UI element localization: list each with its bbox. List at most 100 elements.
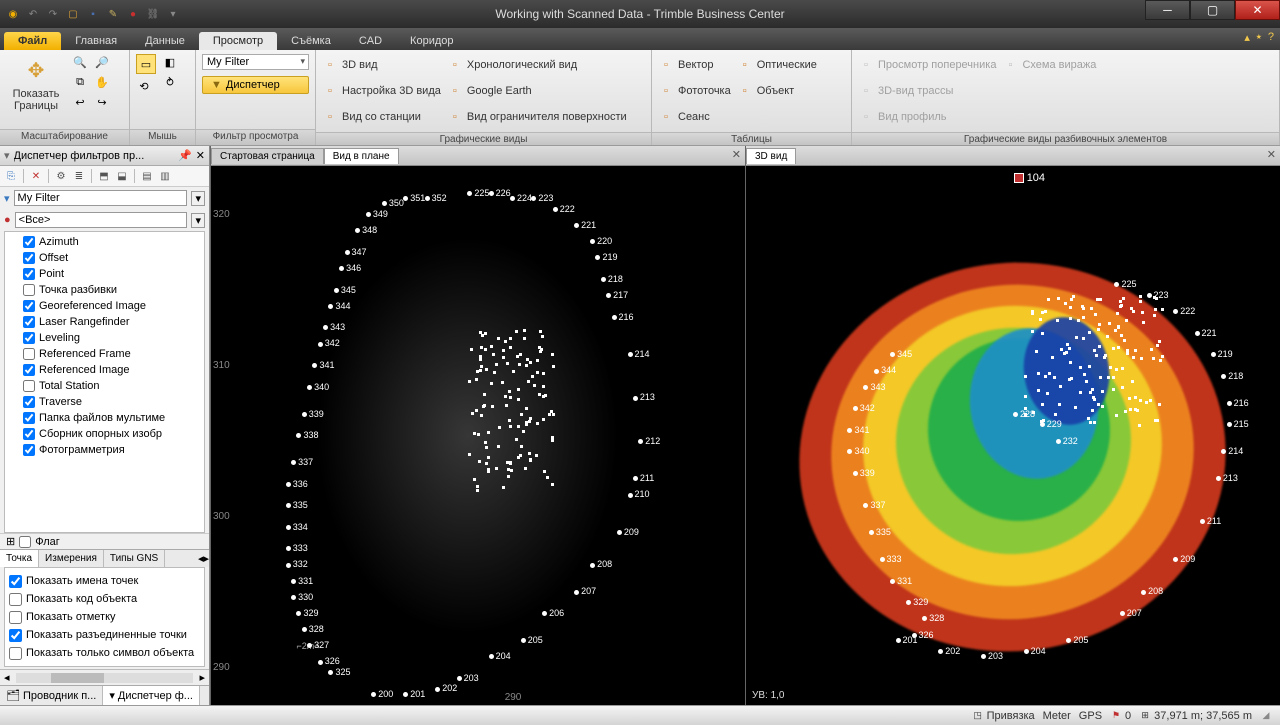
qa-app-icon[interactable]: ◉ — [4, 5, 22, 23]
ribbon-item[interactable]: ▫Настройка 3D вида — [322, 80, 441, 102]
survey-point[interactable]: 336 — [286, 479, 308, 489]
coord-icon[interactable]: ⊞ — [1139, 710, 1151, 722]
ribbon-item[interactable]: ▫Объект — [737, 80, 817, 102]
ribbon-item[interactable] — [737, 106, 817, 128]
plan-view-tab[interactable]: Вид в плане — [324, 148, 399, 164]
close-view-icon[interactable]: ✕ — [732, 148, 741, 161]
flag-checkbox[interactable] — [19, 536, 31, 548]
survey-point[interactable]: 224 — [510, 193, 532, 203]
tool1-icon[interactable]: ⚙ — [53, 168, 69, 184]
survey-point[interactable]: 214 — [1221, 446, 1243, 456]
survey-point[interactable]: 203 — [981, 651, 1003, 661]
survey-point[interactable]: 223 — [1147, 290, 1169, 300]
survey-point[interactable]: 331 — [890, 576, 912, 586]
filter-name-input[interactable] — [14, 190, 188, 206]
survey-point[interactable]: 222 — [553, 204, 575, 214]
select-icon[interactable]: ▭ — [136, 54, 156, 74]
tab-right-icon[interactable]: ▸ — [203, 552, 209, 565]
survey-point[interactable]: 349 — [366, 209, 388, 219]
flag-icon[interactable]: ⚑ — [1110, 710, 1122, 722]
survey-point[interactable]: 210 — [628, 489, 650, 499]
survey-point[interactable]: 352 — [425, 193, 447, 203]
tool5-icon[interactable]: ▤ — [139, 168, 155, 184]
survey-point[interactable]: 341 — [847, 425, 869, 435]
survey-point[interactable]: 341 — [312, 360, 334, 370]
survey-point[interactable]: 339 — [302, 409, 324, 419]
survey-point[interactable]: 211 — [1200, 516, 1221, 526]
survey-point[interactable]: 215 — [1227, 419, 1249, 429]
survey-point[interactable]: 217 — [606, 290, 628, 300]
survey-point[interactable]: 221 — [1195, 328, 1217, 338]
qa-undo-icon[interactable]: ↶ — [24, 5, 42, 23]
tool2-icon[interactable]: ≣ — [71, 168, 87, 184]
survey-point[interactable]: 207 — [1120, 608, 1142, 618]
survey-point[interactable]: 219 — [595, 252, 617, 262]
3d-view-canvas[interactable]: 104УВ: 1,0225223222221219218216215214213… — [746, 166, 1280, 705]
tree-item[interactable]: Точка разбивки — [5, 282, 204, 298]
survey-point[interactable]: 343 — [863, 382, 885, 392]
tree-item[interactable]: Laser Rangefinder — [5, 314, 204, 330]
flag-node[interactable]: ⊞ Флаг — [0, 533, 209, 549]
option-checkbox[interactable] — [9, 629, 22, 642]
ribbon-item[interactable]: ▫Google Earth — [447, 80, 627, 102]
tree-checkbox[interactable] — [23, 396, 35, 408]
ribbon-item[interactable]: ▫Вид со станции — [322, 106, 441, 128]
panel-subtab[interactable]: Типы GNS — [104, 550, 165, 567]
survey-point[interactable]: 200 — [371, 689, 393, 699]
tree-item[interactable]: Leveling — [5, 330, 204, 346]
tree-item[interactable]: Azimuth — [5, 234, 204, 250]
survey-point[interactable]: 335 — [869, 527, 891, 537]
dispatcher-tab[interactable]: ▾Диспетчер ф... — [103, 686, 200, 705]
survey-point[interactable]: 345 — [334, 285, 356, 295]
filter-tree[interactable]: AzimuthOffsetPointТочка разбивкиGeorefer… — [4, 231, 205, 533]
tree-item[interactable]: Traverse — [5, 394, 204, 410]
favorites-icon[interactable]: ⭑ — [1256, 31, 1262, 44]
survey-point[interactable]: 326 — [318, 656, 340, 666]
survey-point[interactable]: 208 — [590, 559, 612, 569]
ribbon-item[interactable]: ▫3D вид — [322, 54, 441, 76]
survey-point[interactable]: 351 — [403, 193, 425, 203]
ribbon-tab[interactable]: Съёмка — [277, 32, 345, 50]
survey-point[interactable]: 342 — [853, 403, 875, 413]
scope-select[interactable] — [15, 212, 188, 228]
survey-point[interactable]: 209 — [1173, 554, 1195, 564]
resize-grip-icon[interactable]: ◢ — [1260, 710, 1272, 722]
zoom-in-icon[interactable]: 🔍 — [72, 54, 88, 70]
dispatcher-button[interactable]: ▼ Диспетчер — [202, 76, 309, 94]
help-icon[interactable]: ? — [1268, 31, 1274, 44]
plan-view-canvas[interactable]: 320310300290290⌐2m¬350351352225226224223… — [211, 166, 745, 705]
survey-point[interactable]: 205 — [521, 635, 543, 645]
qa-redo-icon[interactable]: ↷ — [44, 5, 62, 23]
survey-point[interactable]: 344 — [874, 365, 896, 375]
survey-point[interactable]: 226 — [489, 188, 511, 198]
ribbon-tab[interactable]: Главная — [61, 32, 131, 50]
survey-point[interactable]: 218 — [1221, 371, 1243, 381]
option-checkbox[interactable] — [9, 593, 22, 606]
survey-point[interactable]: 329 — [906, 597, 928, 607]
tree-item[interactable]: Offset — [5, 250, 204, 266]
show-bounds-button[interactable]: ✥ Показать Границы — [6, 54, 66, 112]
survey-point[interactable]: 232 — [1056, 436, 1078, 446]
qa-record-icon[interactable]: ● — [124, 5, 142, 23]
option-checkbox[interactable] — [9, 647, 22, 660]
option-checkbox[interactable] — [9, 611, 22, 624]
ribbon-item[interactable]: ▫Фототочка — [658, 80, 731, 102]
survey-point[interactable]: 219 — [1211, 349, 1233, 359]
delete-icon[interactable]: ✕ — [28, 168, 44, 184]
ribbon-tab[interactable]: CAD — [345, 32, 396, 50]
zoom-next-icon[interactable]: ↪ — [94, 94, 110, 110]
expand-icon[interactable]: ⊞ — [6, 535, 15, 548]
survey-point[interactable]: 333 — [880, 554, 902, 564]
survey-point[interactable]: 202 — [435, 683, 457, 693]
tool4-icon[interactable]: ⬓ — [114, 168, 130, 184]
qa-eyedropper-icon[interactable]: ✎ — [104, 5, 122, 23]
survey-point[interactable]: 212 — [638, 436, 660, 446]
panel-scrollbar[interactable]: ◂▸ — [0, 669, 209, 685]
survey-point[interactable]: 342 — [318, 338, 340, 348]
close-view-icon[interactable]: ✕ — [1267, 148, 1276, 161]
survey-point[interactable]: 346 — [339, 263, 361, 273]
survey-point[interactable]: 225 — [1114, 279, 1136, 289]
zoom-out-icon[interactable]: 🔎 — [94, 54, 110, 70]
display-option[interactable]: Показать отметку — [9, 608, 200, 626]
survey-point[interactable]: 209 — [617, 527, 639, 537]
